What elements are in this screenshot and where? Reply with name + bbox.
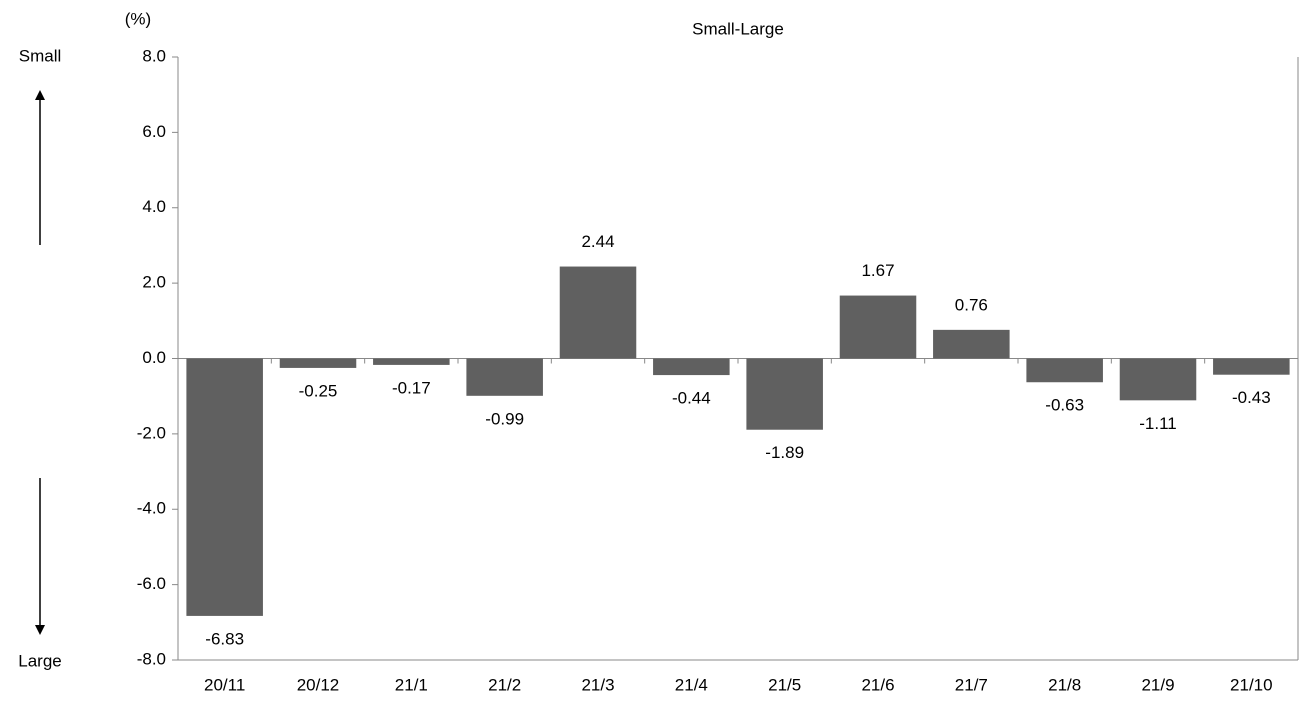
bar [1026, 358, 1103, 383]
x-tick-label: 20/12 [297, 675, 340, 694]
x-tick-label: 21/2 [488, 675, 521, 694]
x-tick-label: 20/11 [204, 675, 245, 694]
bar [279, 358, 357, 368]
bar [746, 358, 823, 430]
data-label: -1.11 [1139, 414, 1177, 433]
x-tick-label: 21/5 [768, 675, 801, 694]
y-tick-label: 4.0 [142, 197, 166, 216]
x-tick-label: 21/4 [675, 675, 708, 694]
bar [1213, 358, 1290, 375]
data-label: -0.25 [299, 381, 338, 400]
data-label: -1.89 [765, 443, 804, 462]
x-tick-label: 21/7 [955, 675, 988, 694]
y-axis-unit: (%) [125, 9, 151, 28]
data-label: -0.99 [485, 409, 524, 428]
data-label: -0.63 [1045, 396, 1084, 415]
y-tick-label: 6.0 [142, 122, 166, 141]
x-tick-label: 21/1 [395, 675, 428, 694]
y-tick-label: 0.0 [142, 348, 166, 367]
data-label: -0.17 [392, 378, 431, 397]
y-tick-label: 8.0 [142, 46, 166, 65]
bar [653, 358, 730, 376]
data-label: -6.83 [205, 629, 244, 648]
x-tick-label: 21/9 [1141, 675, 1174, 694]
annotation: Large [18, 651, 61, 670]
bar [933, 329, 1010, 359]
data-label: 0.76 [955, 295, 988, 314]
x-tick-label: 21/3 [581, 675, 614, 694]
data-label: 1.67 [861, 261, 894, 280]
y-tick-label: -8.0 [137, 649, 166, 668]
bar [466, 358, 543, 396]
annotation: Small [19, 46, 62, 65]
bar [559, 266, 637, 359]
data-label: -0.44 [672, 389, 711, 408]
y-tick-label: -2.0 [137, 423, 166, 442]
data-label: -0.43 [1232, 388, 1271, 407]
y-tick-label: 2.0 [142, 273, 166, 292]
x-tick-label: 21/6 [861, 675, 894, 694]
data-label: 2.44 [581, 232, 614, 251]
bar [839, 295, 917, 359]
x-tick-label: 21/10 [1230, 675, 1273, 694]
bar [1119, 358, 1197, 401]
bar [186, 358, 263, 616]
bar [373, 358, 450, 365]
y-tick-label: -6.0 [137, 574, 166, 593]
chart-title: Small-Large [692, 19, 784, 38]
x-tick-label: 21/8 [1048, 675, 1081, 694]
y-tick-label: -4.0 [137, 499, 166, 518]
